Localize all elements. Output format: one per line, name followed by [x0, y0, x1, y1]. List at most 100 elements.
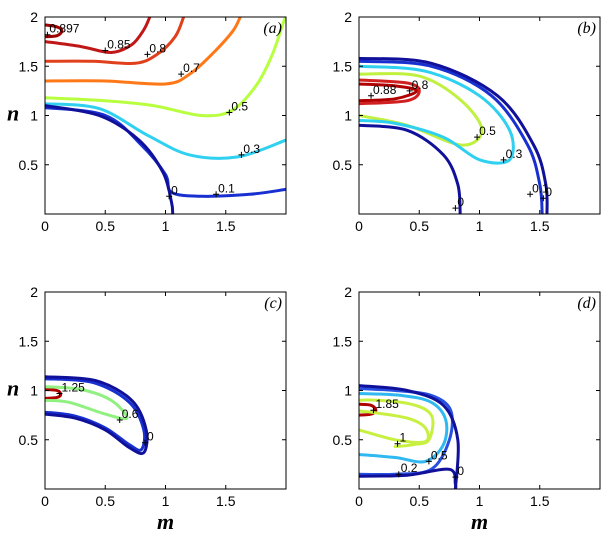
contour-label: 0.5 [479, 124, 496, 138]
y-tick-label: 0.5 [333, 432, 353, 448]
panel-4: 1.85 1 0.5 0.2 0 0 0.5 1 1.5 0.5 1 1.5 2 (d) m [333, 284, 601, 534]
contour-label-marker [452, 474, 459, 481]
contour-label: 0.3 [243, 142, 260, 156]
panel-1: 0.897 0.85 0.8 0.7 0.5 0.3 0.1 0 0 0.5 1 1.5 0.5 1 1.5… [7, 9, 287, 234]
contour-label-marker [238, 151, 245, 158]
x-tick-label: 1.5 [530, 493, 550, 509]
contour-line-0_1 [359, 59, 544, 214]
contour-line-0_3 [359, 64, 515, 165]
x-tick-label: 0 [355, 493, 363, 509]
panel-label: (d) [577, 295, 596, 312]
contour-label: 1.85 [375, 397, 399, 411]
x-axis-label: m [157, 509, 174, 534]
contour-line-0_8 [359, 78, 421, 106]
contour-line-0 [359, 384, 460, 489]
contour-label-marker [166, 193, 173, 200]
y-tick-label: 1 [344, 383, 352, 399]
contour-label-marker [368, 92, 375, 99]
contour-lines [359, 384, 460, 489]
contour-label: 0.8 [149, 41, 166, 55]
x-tick-label: 1.5 [216, 218, 236, 234]
contour-label-marker [116, 417, 123, 424]
contour-line-0_8 [45, 17, 186, 66]
contour-label-marker [142, 439, 149, 446]
contour-line-0 [45, 377, 147, 452]
contour-label-marker [226, 109, 233, 116]
y-tick-label: 1 [344, 108, 352, 124]
contour-label: 0.1 [532, 181, 549, 195]
contour-label-marker [370, 407, 377, 414]
contour-label-marker [500, 156, 507, 163]
contour-line-0_85 [45, 17, 152, 55]
contour-line-1_25 [45, 388, 63, 400]
x-tick-label: 1 [476, 493, 484, 509]
contour-label-marker [144, 51, 151, 58]
contour-label: 1.25 [61, 380, 85, 394]
panel-3: 1.25 0.6 0 0 0.5 1 1.5 0.5 1 1.5 2 (c) n m [7, 284, 287, 534]
contour-label: 0.2 [401, 461, 418, 475]
contour-label: 0.5 [431, 448, 448, 462]
contour-label: 0 [457, 195, 464, 209]
panel-label: (b) [577, 20, 596, 37]
contour-label: 0.5 [231, 100, 248, 114]
y-tick-label: 1.5 [19, 333, 39, 349]
y-tick-label: 1.5 [333, 333, 353, 349]
contour-lines [45, 17, 286, 214]
contour-line-0_7 [45, 17, 242, 86]
contour-line-0 [45, 375, 149, 456]
x-tick-label: 1 [162, 218, 170, 234]
contour-label-marker [213, 191, 220, 198]
contour-line-0_3 [45, 102, 286, 160]
contour-label: 0.3 [506, 147, 523, 161]
y-tick-label: 2 [344, 9, 352, 25]
contour-label: 1 [400, 431, 407, 445]
x-tick-label: 0 [355, 218, 363, 234]
y-axis-label: n [7, 101, 19, 126]
x-tick-label: 0.5 [96, 218, 116, 234]
contour-label-marker [406, 87, 413, 94]
contour-line-0_6 [45, 385, 129, 421]
contour-lines [359, 56, 549, 214]
contour-label-marker [395, 471, 402, 478]
contour-label-marker [178, 71, 185, 78]
x-axis-label: m [471, 509, 488, 534]
x-tick-label: 1.5 [216, 493, 236, 509]
contour-label-marker [425, 458, 432, 465]
y-tick-label: 0.5 [19, 157, 39, 173]
contour-lines [45, 375, 149, 456]
contour-line-0_5 [45, 17, 286, 118]
contour-label: 0.88 [373, 83, 397, 97]
contour-label-marker [56, 390, 63, 397]
x-tick-label: 1 [476, 218, 484, 234]
plot-frame [358, 16, 601, 215]
contour-label: 0.8 [412, 78, 429, 92]
y-tick-label: 1 [30, 383, 38, 399]
y-tick-label: 0.5 [19, 432, 39, 448]
y-tick-label: 1.5 [19, 58, 39, 74]
contour-label: 0 [545, 185, 552, 199]
x-tick-label: 0 [41, 493, 49, 509]
contour-line-0_88 [359, 82, 419, 103]
contour-label: 0 [147, 430, 154, 444]
contour-label: 0.85 [107, 37, 131, 51]
x-tick-label: 1.5 [530, 218, 550, 234]
contour-label: 0.897 [49, 22, 79, 36]
contour-label-marker [394, 440, 401, 447]
contour-label-marker [102, 47, 109, 54]
panel-label: (c) [264, 295, 282, 312]
y-tick-label: 1 [30, 108, 38, 124]
contour-line-0_897 [45, 23, 64, 39]
contour-label: 0.7 [183, 61, 200, 75]
contour-label-marker [540, 195, 547, 202]
contour-label: 0 [457, 464, 464, 478]
y-axis-label: n [7, 376, 19, 401]
y-tick-label: 2 [30, 284, 38, 300]
contour-label-marker [527, 191, 534, 198]
x-tick-label: 1 [162, 493, 170, 509]
x-tick-label: 0.5 [96, 493, 116, 509]
contour-label-marker [452, 205, 459, 212]
x-tick-label: 0.5 [410, 493, 430, 509]
x-tick-label: 0.5 [410, 218, 430, 234]
